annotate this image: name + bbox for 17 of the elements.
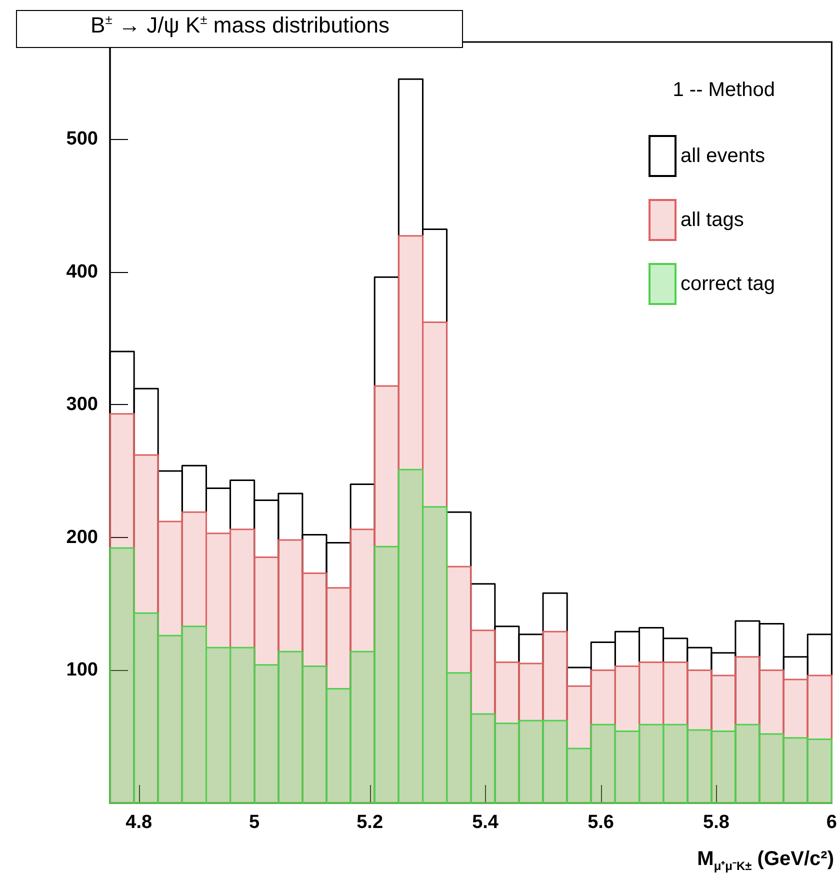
y-tick-label: 100 xyxy=(66,660,98,681)
x-tick-label: 5.8 xyxy=(703,812,730,833)
x-tick-label: 5.2 xyxy=(356,812,384,833)
x-tick-label: 5 xyxy=(249,812,260,833)
x-tick-label: 4.8 xyxy=(126,812,152,833)
x-tick-label: 5.4 xyxy=(472,812,499,833)
y-tick-label: 200 xyxy=(66,526,98,548)
legend-label: correct tag xyxy=(680,273,775,295)
y-tick-label: 500 xyxy=(66,128,98,150)
x-axis-title: M$_{μ⁺μ⁻K±}$ (GeV/c²) xyxy=(697,848,834,874)
x-tick-label: 6 xyxy=(826,812,838,833)
legend-title: 1 -- Method xyxy=(672,79,775,101)
y-tick-label: 300 xyxy=(66,394,98,416)
x-tick-label: 5.6 xyxy=(588,812,614,833)
y-tick-label: 400 xyxy=(66,261,98,282)
legend-label: all tags xyxy=(680,209,744,231)
legend-label: all events xyxy=(680,145,766,167)
